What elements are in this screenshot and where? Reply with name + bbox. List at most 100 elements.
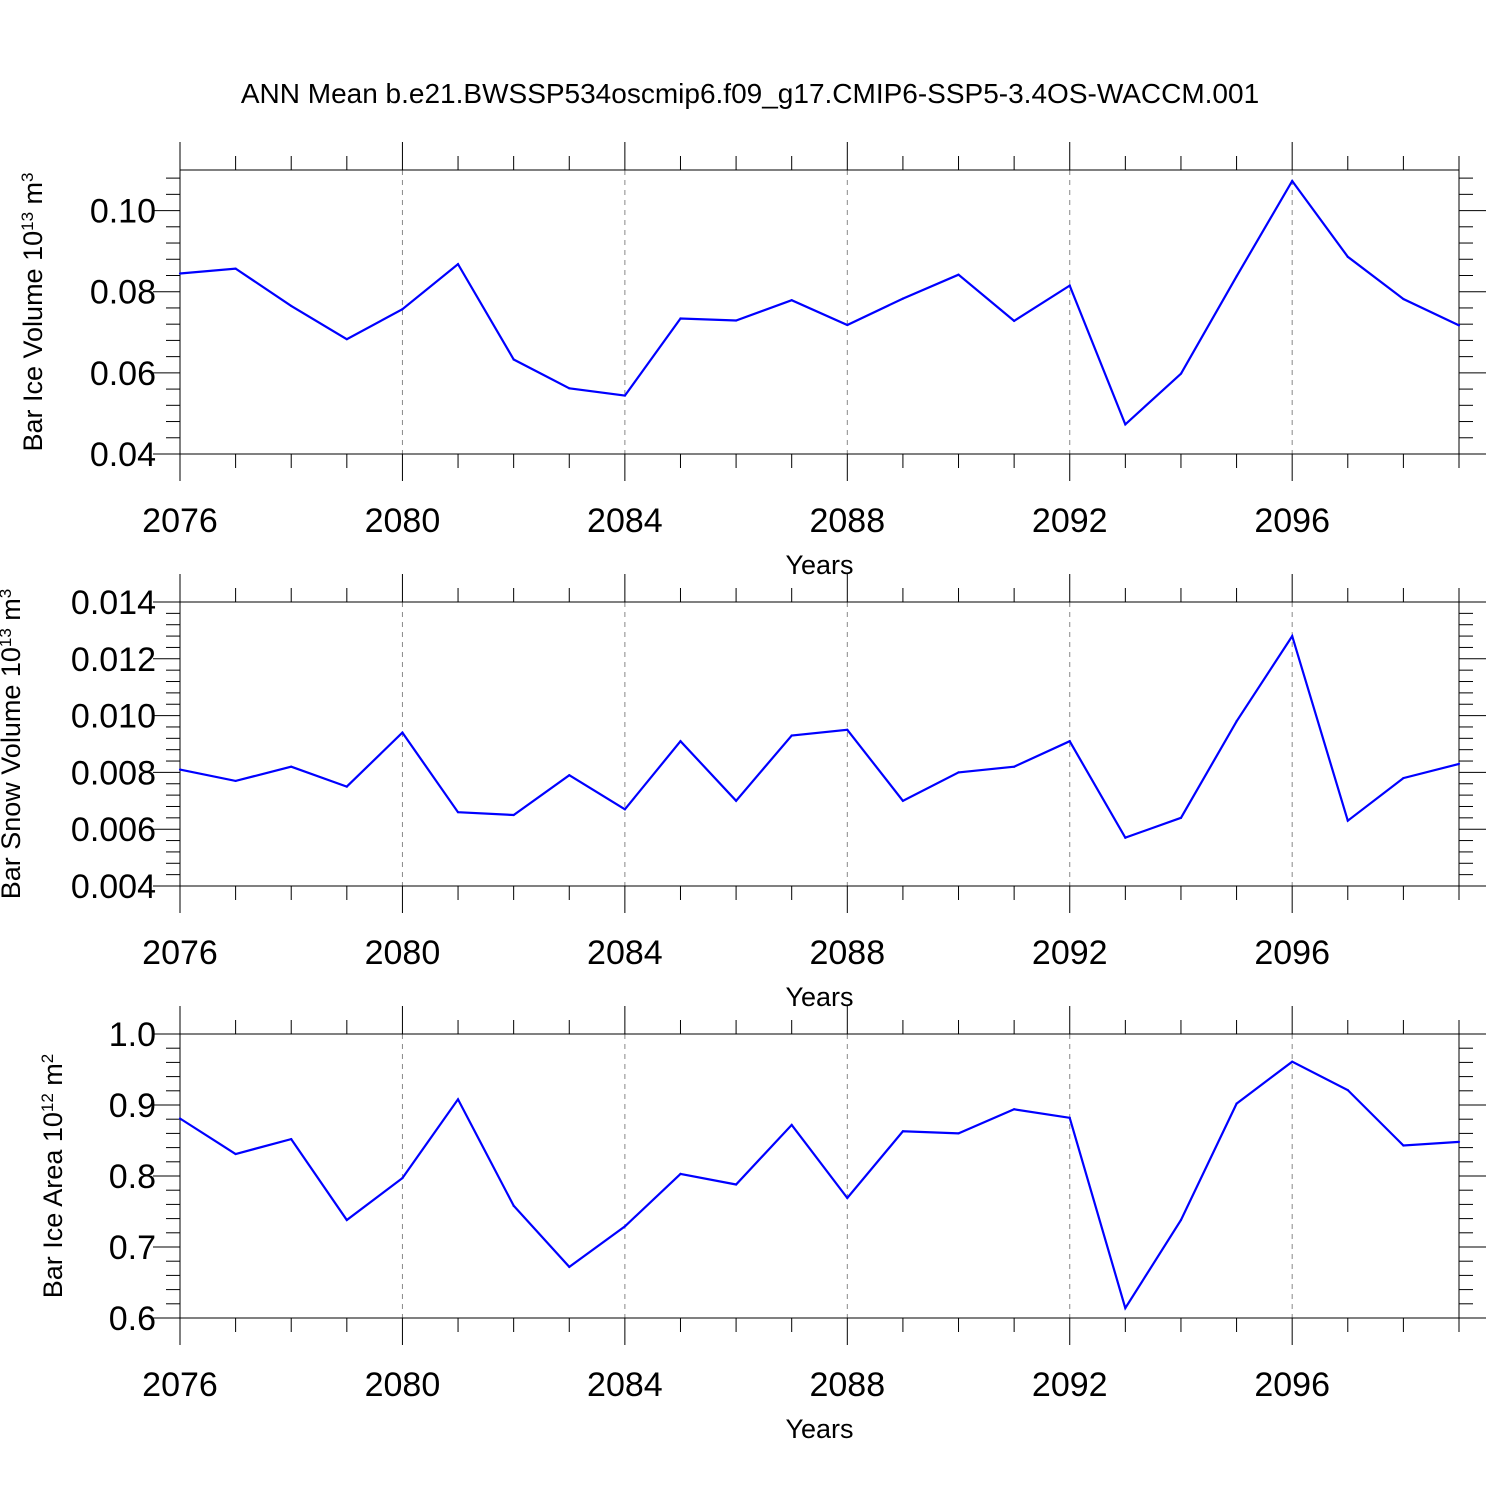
data-point	[1402, 1144, 1405, 1147]
x-tick-label: 2092	[1032, 502, 1108, 540]
data-point	[234, 1152, 237, 1156]
x-tick-label: 2088	[809, 934, 885, 972]
y-axis-title-part: m	[38, 1063, 68, 1093]
y-tick-label: 0.10	[90, 193, 156, 231]
y-tick-label: 0.004	[71, 868, 156, 906]
x-axis-title: Years	[785, 550, 853, 580]
data-point	[957, 771, 960, 774]
data-point	[345, 785, 348, 788]
data-point	[846, 1196, 849, 1200]
y-tick-label: 1.0	[109, 1016, 156, 1054]
x-tick-label: 2084	[587, 934, 663, 972]
x-tick-label: 2092	[1032, 934, 1108, 972]
y-axis-title-part: m	[18, 182, 48, 212]
data-point	[1346, 255, 1349, 258]
data-point	[512, 1204, 515, 1207]
x-tick-label: 2080	[365, 1366, 441, 1404]
data-point	[1235, 720, 1238, 723]
data-point	[568, 387, 571, 390]
y-axis-title-superscript: 2	[38, 1054, 57, 1063]
data-point	[401, 308, 404, 311]
y-axis-title-superscript: 3	[0, 589, 15, 598]
y-tick-label: 0.012	[71, 641, 156, 679]
data-point	[1291, 179, 1294, 183]
panel-bar-ice-volume: 0.04 0.06 0.08 0.10 2076 2080 2084 2088 2092 2096…	[18, 142, 1486, 580]
y-axis-title-superscript: 12	[38, 1093, 57, 1112]
data-point	[401, 731, 404, 734]
data-point	[901, 1130, 905, 1133]
y-tick-label: 0.8	[109, 1158, 156, 1196]
y-tick-label: 0.7	[109, 1229, 156, 1267]
data-point	[1068, 284, 1071, 287]
page-title: ANN Mean b.e21.BWSSP534oscmip6.f09_g17.C…	[240, 78, 1260, 109]
y-axis-title-part: Bar Snow Volume 10	[0, 647, 26, 899]
x-tick-label: 2076	[142, 502, 218, 540]
y-axis-title-part: m	[0, 598, 26, 628]
x-axis-title: Years	[785, 982, 853, 1012]
data-point	[234, 267, 237, 270]
data-point	[1013, 765, 1016, 768]
data-point	[1346, 1088, 1349, 1092]
plot-frame	[179, 601, 1460, 887]
data-point	[456, 1098, 460, 1101]
data-point	[1124, 1306, 1127, 1310]
x-tick-label: 2084	[587, 1366, 663, 1404]
data-point	[178, 768, 182, 771]
data-point	[345, 338, 348, 341]
data-point	[846, 323, 849, 327]
x-tick-label: 2076	[142, 934, 218, 972]
panel-bar-ice-area: 0.6 0.7 0.8 0.9 1.0 2076 2080 2084 2088 2092 2096 Y…	[38, 1006, 1486, 1444]
series-line-snow-volume	[179, 633, 1460, 840]
plot-frame	[179, 169, 1460, 455]
y-tick-label: 0.08	[90, 274, 156, 312]
data-point	[178, 1117, 182, 1120]
data-point	[1013, 1108, 1016, 1111]
data-point	[679, 1172, 682, 1175]
data-point	[1179, 372, 1183, 375]
data-point	[679, 740, 682, 743]
data-point	[957, 273, 960, 276]
x-tick-label: 2088	[809, 1366, 885, 1404]
data-point	[623, 394, 626, 397]
data-point	[290, 765, 293, 768]
y-axis-title-superscript: 13	[18, 212, 37, 231]
x-tick-label: 2096	[1254, 1366, 1330, 1404]
x-tick-label: 2096	[1254, 934, 1330, 972]
data-point	[345, 1218, 348, 1222]
data-point	[734, 1183, 738, 1186]
data-point	[456, 263, 460, 266]
data-point	[1235, 275, 1238, 278]
data-point	[568, 1265, 571, 1268]
y-axis-title: Bar Ice Volume 1013 m3	[18, 172, 49, 451]
data-point	[790, 734, 793, 737]
data-point	[1291, 634, 1294, 638]
data-point	[456, 811, 460, 814]
data-point	[734, 319, 738, 322]
data-point	[679, 317, 682, 320]
data-point	[1068, 740, 1071, 743]
x-tick-label: 2088	[809, 502, 885, 540]
data-point	[234, 779, 237, 783]
y-tick-label: 0.014	[71, 584, 156, 622]
data-point	[734, 799, 738, 802]
data-point	[1457, 324, 1461, 327]
data-point	[178, 272, 182, 275]
y-tick-label: 0.04	[90, 436, 156, 474]
data-point	[1457, 1140, 1461, 1144]
y-axis-title-part: Bar Ice Area 10	[38, 1112, 68, 1298]
data-point	[1402, 297, 1405, 301]
x-tick-label: 2084	[587, 502, 663, 540]
y-tick-label: 0.06	[90, 355, 156, 393]
data-point	[1013, 319, 1016, 323]
x-tick-label: 2076	[142, 1366, 218, 1404]
y-axis-title: Bar Snow Volume 1013 m3	[0, 589, 26, 900]
data-point	[1291, 1060, 1294, 1063]
data-point	[790, 299, 793, 302]
data-point	[901, 297, 905, 300]
data-point	[1068, 1116, 1071, 1119]
data-point	[790, 1123, 793, 1126]
data-point	[1124, 423, 1127, 426]
y-tick-label: 0.006	[71, 811, 156, 849]
data-point	[623, 808, 626, 811]
